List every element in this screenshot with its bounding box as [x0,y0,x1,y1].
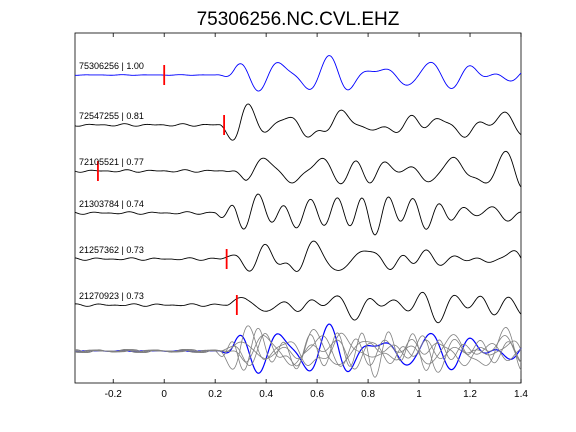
x-tick-label-6: 1 [416,389,422,400]
trace-label-0: 75306256 | 1.00 [79,61,144,71]
x-axis: -0.2 0 0.2 0.4 0.6 0.8 1 1.2 1.4 [105,33,528,400]
x-tick-label-5: 0.8 [361,389,375,400]
stack-trace-5 [74,335,522,373]
x-tick-label-0: -0.2 [105,389,123,400]
trace-label-3: 21303784 | 0.74 [79,199,144,209]
x-tick-label-3: 0.4 [259,389,273,400]
trace-4 [74,240,522,272]
x-tick-label-1: 0 [161,389,167,400]
traces-layer [74,55,522,324]
chart-title: 75306256.NC.CVL.EHZ [197,9,400,30]
trace-3 [74,193,522,236]
x-tick-label-8: 1.4 [514,389,528,400]
trace-1 [74,103,522,141]
trace-5 [74,291,522,324]
picks-layer [97,65,238,315]
trace-label-5: 21270923 | 0.73 [79,291,144,301]
trace-label-1: 72547255 | 0.81 [79,111,144,121]
trace-label-2: 72105521 | 0.77 [79,157,144,167]
x-tick-label-2: 0.2 [208,389,222,400]
stack-layer [74,323,522,378]
x-tick-label-4: 0.6 [310,389,324,400]
trace-2 [74,150,522,188]
trace-label-4: 21257362 | 0.73 [79,245,144,255]
labels-layer: 75306256 | 1.00 72547255 | 0.81 72105521 |… [79,61,144,301]
trace-0 [74,55,522,92]
x-tick-label-7: 1.2 [463,389,477,400]
plot-frame [74,32,522,384]
